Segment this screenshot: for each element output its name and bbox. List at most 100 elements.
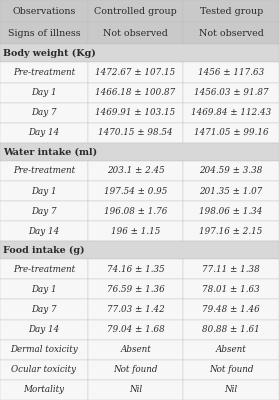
Text: Day 1: Day 1 (31, 88, 57, 97)
Bar (88, 201, 183, 221)
Text: Water intake (ml): Water intake (ml) (3, 147, 97, 156)
Bar (88, 259, 183, 279)
Text: 1466.18 ± 100.87: 1466.18 ± 100.87 (95, 88, 176, 97)
Bar (0, 380, 88, 400)
Bar (88, 22, 183, 44)
Text: Day 1: Day 1 (31, 186, 57, 196)
Text: Observations: Observations (12, 7, 76, 16)
Text: Controlled group: Controlled group (94, 7, 177, 16)
Bar (183, 360, 279, 380)
Bar (0, 181, 88, 201)
Bar (183, 201, 279, 221)
Text: Absent: Absent (120, 345, 151, 354)
Bar (183, 22, 279, 44)
Bar (183, 221, 279, 241)
Text: Nil: Nil (225, 386, 238, 394)
Bar (0, 320, 88, 340)
Text: 78.01 ± 1.63: 78.01 ± 1.63 (202, 285, 260, 294)
Text: Not observed: Not observed (103, 29, 168, 38)
Text: Mortality: Mortality (23, 386, 64, 394)
Bar (0, 0, 88, 22)
Bar (0, 241, 279, 259)
Bar (0, 340, 88, 360)
Text: Tested group: Tested group (199, 7, 263, 16)
Text: Body weight (Kg): Body weight (Kg) (3, 49, 95, 58)
Bar (183, 103, 279, 123)
Bar (0, 300, 88, 320)
Text: 196 ± 1.15: 196 ± 1.15 (111, 227, 160, 236)
Bar (0, 44, 279, 62)
Bar (183, 161, 279, 181)
Text: 201.35 ± 1.07: 201.35 ± 1.07 (199, 186, 263, 196)
Text: 1470.15 ± 98.54: 1470.15 ± 98.54 (98, 128, 173, 137)
Text: 80.88 ± 1.61: 80.88 ± 1.61 (202, 325, 260, 334)
Text: 197.54 ± 0.95: 197.54 ± 0.95 (104, 186, 167, 196)
Text: Not observed: Not observed (199, 29, 264, 38)
Text: Signs of illness: Signs of illness (8, 29, 80, 38)
Text: Day 14: Day 14 (28, 128, 60, 137)
Bar (0, 279, 88, 300)
Text: Day 14: Day 14 (28, 325, 60, 334)
Bar (88, 181, 183, 201)
Bar (88, 380, 183, 400)
Text: Pre-treatment: Pre-treatment (13, 68, 75, 77)
Bar (88, 360, 183, 380)
Bar (0, 123, 88, 143)
Text: Not found: Not found (209, 365, 253, 374)
Text: 1456 ± 117.63: 1456 ± 117.63 (198, 68, 264, 77)
Bar (0, 62, 88, 82)
Bar (88, 0, 183, 22)
Bar (183, 380, 279, 400)
Bar (88, 123, 183, 143)
Text: 1472.67 ± 107.15: 1472.67 ± 107.15 (95, 68, 176, 77)
Text: 74.16 ± 1.35: 74.16 ± 1.35 (107, 265, 164, 274)
Bar (88, 103, 183, 123)
Bar (0, 103, 88, 123)
Text: 77.03 ± 1.42: 77.03 ± 1.42 (107, 305, 164, 314)
Bar (183, 0, 279, 22)
Text: 76.59 ± 1.36: 76.59 ± 1.36 (107, 285, 164, 294)
Text: Pre-treatment: Pre-treatment (13, 166, 75, 176)
Bar (183, 123, 279, 143)
Bar (0, 143, 279, 161)
Bar (88, 161, 183, 181)
Text: 1469.84 ± 112.43: 1469.84 ± 112.43 (191, 108, 271, 117)
Bar (0, 221, 88, 241)
Bar (183, 259, 279, 279)
Bar (183, 320, 279, 340)
Bar (0, 201, 88, 221)
Text: 1471.05 ± 99.16: 1471.05 ± 99.16 (194, 128, 268, 137)
Bar (88, 279, 183, 300)
Text: 198.06 ± 1.34: 198.06 ± 1.34 (199, 207, 263, 216)
Bar (88, 221, 183, 241)
Bar (88, 82, 183, 103)
Bar (0, 161, 88, 181)
Text: Day 14: Day 14 (28, 227, 60, 236)
Text: 79.04 ± 1.68: 79.04 ± 1.68 (107, 325, 164, 334)
Text: Nil: Nil (129, 386, 142, 394)
Text: 77.11 ± 1.38: 77.11 ± 1.38 (202, 265, 260, 274)
Text: 197.16 ± 2.15: 197.16 ± 2.15 (199, 227, 263, 236)
Text: 196.08 ± 1.76: 196.08 ± 1.76 (104, 207, 167, 216)
Text: 1456.03 ± 91.87: 1456.03 ± 91.87 (194, 88, 268, 97)
Bar (0, 360, 88, 380)
Text: 1469.91 ± 103.15: 1469.91 ± 103.15 (95, 108, 176, 117)
Bar (88, 320, 183, 340)
Text: Day 7: Day 7 (31, 108, 57, 117)
Text: Pre-treatment: Pre-treatment (13, 265, 75, 274)
Bar (183, 300, 279, 320)
Bar (183, 62, 279, 82)
Bar (88, 300, 183, 320)
Text: Ocular toxicity: Ocular toxicity (11, 365, 76, 374)
Bar (0, 82, 88, 103)
Text: Food intake (g): Food intake (g) (3, 246, 84, 255)
Text: Dermal toxicity: Dermal toxicity (10, 345, 78, 354)
Text: Day 7: Day 7 (31, 305, 57, 314)
Bar (183, 82, 279, 103)
Text: 204.59 ± 3.38: 204.59 ± 3.38 (199, 166, 263, 176)
Bar (88, 62, 183, 82)
Text: 203.1 ± 2.45: 203.1 ± 2.45 (107, 166, 164, 176)
Text: Day 7: Day 7 (31, 207, 57, 216)
Text: Not found: Not found (113, 365, 158, 374)
Text: Day 1: Day 1 (31, 285, 57, 294)
